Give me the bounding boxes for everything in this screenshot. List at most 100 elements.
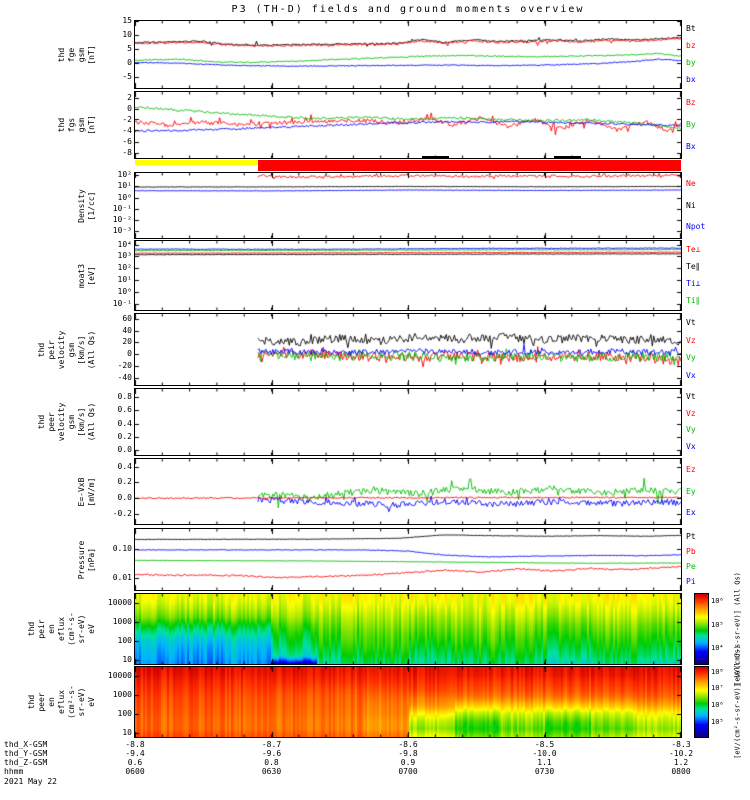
ylabel-fge-line3: [nT] bbox=[87, 44, 96, 65]
ytick-moat3: 10² bbox=[117, 263, 132, 273]
panel-density bbox=[134, 172, 682, 239]
ytick-fgs: -6 bbox=[122, 136, 132, 146]
ytick-moat3: 10⁴ bbox=[117, 239, 132, 249]
ytick-espec: 100 bbox=[117, 709, 132, 719]
ytick-espec: 10 bbox=[122, 728, 132, 738]
ytick-ispec: 100 bbox=[117, 636, 132, 646]
legend-vion-Vx: Vx bbox=[686, 371, 696, 381]
panel-moat3-canvas bbox=[135, 241, 681, 310]
ytick-density: 10¹ bbox=[117, 181, 132, 191]
ytick-fge: 0 bbox=[127, 57, 132, 67]
ylabel-fge-line2: gsm bbox=[77, 47, 86, 62]
ytick-moat3: 10¹ bbox=[117, 275, 132, 285]
ytick-fgs: -8 bbox=[122, 147, 132, 157]
legend-density-Ne: Ne bbox=[686, 178, 696, 188]
legend-efield-Ez: Ez bbox=[686, 464, 696, 474]
panel-vion-canvas bbox=[135, 314, 681, 385]
colorbar-label-espec: 10⁷ bbox=[711, 684, 724, 693]
ylabel-vion-line5: (All Qs) bbox=[87, 330, 96, 369]
panel-pressure-canvas bbox=[135, 529, 681, 590]
ytick-fge: 5 bbox=[127, 43, 132, 53]
ytick-vele: 0.8 bbox=[117, 392, 132, 401]
legend-moat3-Te⊥: Te⊥ bbox=[686, 244, 701, 254]
ephemeris-value: -9.4 bbox=[125, 749, 145, 758]
ylabel-vion-line4: [km/s] bbox=[77, 335, 86, 364]
ylabel-vele-line3: gsm bbox=[67, 414, 76, 430]
ylabel-ispec-line4: (cm²-s- bbox=[67, 612, 76, 646]
ephemeris-value: 0.6 bbox=[127, 758, 143, 767]
legend-moat3-Ti∥: Ti∥ bbox=[686, 296, 700, 306]
ephemeris-value: 0.9 bbox=[400, 758, 416, 767]
ylabel-fgs-line3: [nT] bbox=[87, 115, 96, 135]
ytick-efield: 0.2 bbox=[117, 477, 132, 487]
ztitle-espec: [eV/(cm²-s-sr-eV)] (All Qs) bbox=[733, 645, 742, 759]
colorbar-espec bbox=[694, 666, 709, 738]
ephemeris-value: -8.8 bbox=[125, 740, 145, 749]
panel-fge-canvas bbox=[135, 21, 681, 88]
ytick-vele: 0.4 bbox=[117, 418, 132, 428]
ephemeris-value: 0700 bbox=[398, 767, 418, 776]
ephemeris-value: 1.1 bbox=[537, 758, 552, 767]
ylabel-density-line0: Density bbox=[77, 188, 86, 223]
ylabel-moat3-line0: moat3 bbox=[77, 263, 86, 288]
flag-bar-1-seg0 bbox=[257, 165, 681, 171]
ylabel-ispec-line2: en bbox=[47, 624, 56, 634]
colorbar-label-espec: 10⁶ bbox=[711, 701, 724, 710]
ephemeris-value: 0630 bbox=[261, 767, 282, 776]
ytick-vion: 20 bbox=[122, 337, 132, 347]
ylabel-ispec-line3: eflux bbox=[57, 616, 66, 642]
ephemeris-row-label: thd_X-GSM bbox=[4, 740, 48, 749]
legend-fge-Bt: Bt bbox=[686, 24, 696, 34]
ylabel-fge-line0: thd bbox=[57, 47, 66, 62]
ylabel-vele-line0: thd bbox=[37, 414, 46, 430]
panel-efield bbox=[134, 458, 682, 525]
ylabel-espec-line6: eV bbox=[87, 697, 96, 707]
panel-vion bbox=[134, 313, 682, 386]
ytick-pressure: 0.01 bbox=[112, 573, 132, 583]
ylabel-efield-line1: [mV/m] bbox=[87, 477, 96, 506]
ylabel-espec-line2: en bbox=[47, 697, 56, 707]
ephemeris-value: 0730 bbox=[534, 767, 555, 776]
legend-vele-Vt: Vt bbox=[686, 392, 696, 402]
burst-mark-0 bbox=[421, 156, 449, 159]
colorbar-label-ispec: 10⁶ bbox=[711, 597, 724, 606]
ytick-pressure: 0.10 bbox=[112, 544, 132, 554]
ytick-fge: 10 bbox=[122, 29, 132, 39]
ephemeris-value: 0600 bbox=[125, 767, 145, 776]
panel-espec-canvas bbox=[135, 667, 681, 737]
legend-vion-Vy: Vy bbox=[686, 353, 696, 363]
ytick-espec: 1000 bbox=[112, 690, 132, 700]
ylabel-vion-line2: velocity bbox=[57, 330, 66, 369]
flag-bar-0-seg1 bbox=[257, 160, 681, 165]
legend-density-Npot: Npot bbox=[686, 222, 706, 232]
ylabel-vion-line1: peir bbox=[47, 339, 56, 360]
ytick-vion: 60 bbox=[122, 313, 132, 323]
legend-fgs-By: By bbox=[686, 120, 696, 129]
ytick-fgs: 0 bbox=[127, 103, 132, 113]
ephemeris-value: -9.8 bbox=[398, 749, 418, 758]
ytick-density: 10⁻³ bbox=[112, 226, 132, 236]
ylabel-pressure-line0: Pressure bbox=[77, 540, 86, 579]
legend-vele-Vx: Vx bbox=[686, 441, 696, 451]
ephemeris-value: -8.3 bbox=[671, 740, 691, 749]
legend-pressure-Pi: Pi bbox=[686, 577, 696, 587]
ylabel-fge-line1: fge bbox=[67, 47, 76, 62]
ytick-density: 10⁰ bbox=[117, 192, 132, 202]
ytick-fgs: -4 bbox=[122, 125, 132, 135]
ytick-density: 10⁻¹ bbox=[112, 203, 132, 213]
ylabel-vele-line4: [km/s] bbox=[77, 407, 86, 437]
ephemeris-row-label: hhmm bbox=[4, 767, 24, 776]
ytick-efield: 0.4 bbox=[117, 461, 132, 471]
legend-fgs-Bx: Bx bbox=[686, 142, 696, 151]
panel-fgs bbox=[134, 91, 682, 159]
ytick-ispec: 1000 bbox=[112, 617, 132, 627]
panel-efield-canvas bbox=[135, 459, 681, 524]
ytick-efield: 0.0 bbox=[117, 493, 132, 503]
ytick-moat3: 10⁰ bbox=[117, 287, 132, 297]
ephemeris-value: 0.8 bbox=[264, 758, 279, 767]
ylabel-espec-line5: sr-eV) bbox=[77, 687, 86, 717]
legend-vion-Vt: Vt bbox=[686, 317, 696, 327]
ylabel-fgs-line1: fgs bbox=[67, 117, 76, 133]
ytick-density: 10² bbox=[117, 170, 132, 180]
